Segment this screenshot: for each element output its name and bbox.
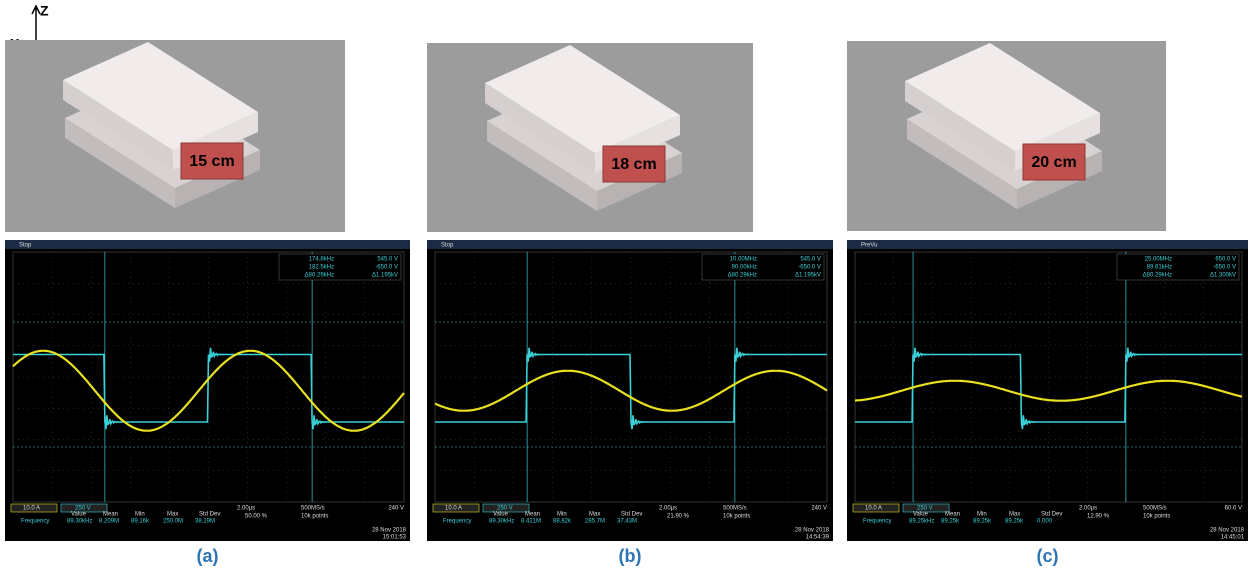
scope-status-bar [427,240,833,249]
cursor-value: 545.0 V [800,257,821,263]
measure-header: Mean [525,512,540,518]
measure-header: Min [135,512,145,518]
scope-date: 28 Nov 2018 [372,528,407,534]
measure-name: Frequency [863,519,891,525]
measure-header: Max [167,512,178,518]
ch1-scale: 10.0 A [23,506,40,512]
panel-label: (a) [197,546,219,566]
cursor-value: 25.00MHz [1145,257,1172,263]
scope-status-bar [847,240,1248,249]
sample-rate: 500MS/s [301,506,325,512]
figure: ZXY15 cmStop174.8kHz545.0 V182.5kHz-650.… [0,0,1251,576]
scope-screen [847,240,1248,541]
measure-name: Frequency [21,519,49,525]
gap-label: 18 cm [611,156,656,173]
measure-value: 38.19M [195,519,215,525]
measure-header: Value [913,512,929,518]
measure-value: 89.30kHz [489,519,514,525]
measure-header: Max [589,512,600,518]
cursor-value: Δ1.195kV [372,273,398,279]
record-length: 10k points [1143,514,1170,520]
panel-label: (c) [1037,546,1059,566]
ch1-scale: 10.0 A [445,506,462,512]
scope-status: Stop [441,243,454,249]
measure-header: Mean [103,512,118,518]
cursor-value: 650.0 V [1215,257,1236,263]
cursor-value: Δ80.29kHz [305,273,334,279]
measure-header: Mean [945,512,960,518]
timebase: 2.00µs [1079,506,1097,512]
cursor-value: 545.0 V [377,257,398,263]
cursor-value: Δ1.195kV [795,273,821,279]
measure-value: 89.25k [941,519,960,525]
measure-value: 0.000 [1037,519,1053,525]
scope-date: 28 Nov 2018 [795,528,830,534]
measure-header: Min [557,512,567,518]
cursor-value: Δ80.29kHz [728,273,757,279]
measure-value: 89.25kHz [909,519,934,525]
measure-value: 88.82k [553,519,572,525]
trigger-level: 240 V [811,506,827,512]
measure-header: Value [493,512,509,518]
measure-value: 285.7M [585,519,605,525]
cursor-value: Δ1.300kV [1210,273,1236,279]
scope-status: Stop [19,243,32,249]
gap-label: 15 cm [189,153,234,170]
measure-header: Max [1009,512,1020,518]
measure-value: 89.25k [973,519,992,525]
measure-value: 250.0M [163,519,183,525]
measure-value: 89.16k [131,519,150,525]
trigger-position: 12.90 % [1087,514,1110,520]
record-length: 10k points [723,514,750,520]
cursor-value: 10.00MHz [730,257,757,263]
measure-header: Std Dev [1041,512,1062,518]
timebase: 2.00µs [659,506,677,512]
scope-time: 15:01:53 [383,535,407,541]
record-length: 10k points [301,514,328,520]
sample-rate: 500MS/s [1143,506,1167,512]
measure-name: Frequency [443,519,471,525]
scope-status-bar [5,240,410,249]
cursor-value: -650.0 V [1213,265,1236,271]
cursor-value: Δ80.29kHz [1143,273,1172,279]
axis-label: Z [40,3,49,19]
cursor-value: 89.61kHz [1147,265,1172,271]
measure-value: 37.43M [617,519,637,525]
panel-label: (b) [619,546,642,566]
scope-time: 14:54:39 [806,535,830,541]
trigger-position: 50.00 % [245,514,268,520]
measure-value: 89.30kHz [67,519,92,525]
trigger-position: 21.90 % [667,514,690,520]
measure-value: 89.25k [1005,519,1024,525]
measure-header: Std Dev [199,512,220,518]
trigger-level: 240 V [388,506,404,512]
scope-date: 28 Nov 2018 [1210,528,1245,534]
cursor-value: -650.0 V [375,265,398,271]
sample-rate: 500MS/s [723,506,747,512]
measure-header: Value [71,512,87,518]
ch1-scale: 10.0 A [865,506,882,512]
cursor-value: -650.0 V [798,265,821,271]
scope-time: 14:45:01 [1221,535,1245,541]
scope-status: PreVu [861,243,877,249]
gap-label: 20 cm [1031,154,1076,171]
measure-header: Std Dev [621,512,642,518]
measure-value: 8.209M [99,519,119,525]
measure-value: 8.421M [521,519,541,525]
measure-header: Min [977,512,987,518]
cursor-value: 90.00kHz [732,265,757,271]
cursor-value: 174.8kHz [309,257,334,263]
cursor-value: 182.5kHz [309,265,334,271]
trigger-level: 60.0 V [1225,506,1242,512]
timebase: 2.00µs [237,506,255,512]
